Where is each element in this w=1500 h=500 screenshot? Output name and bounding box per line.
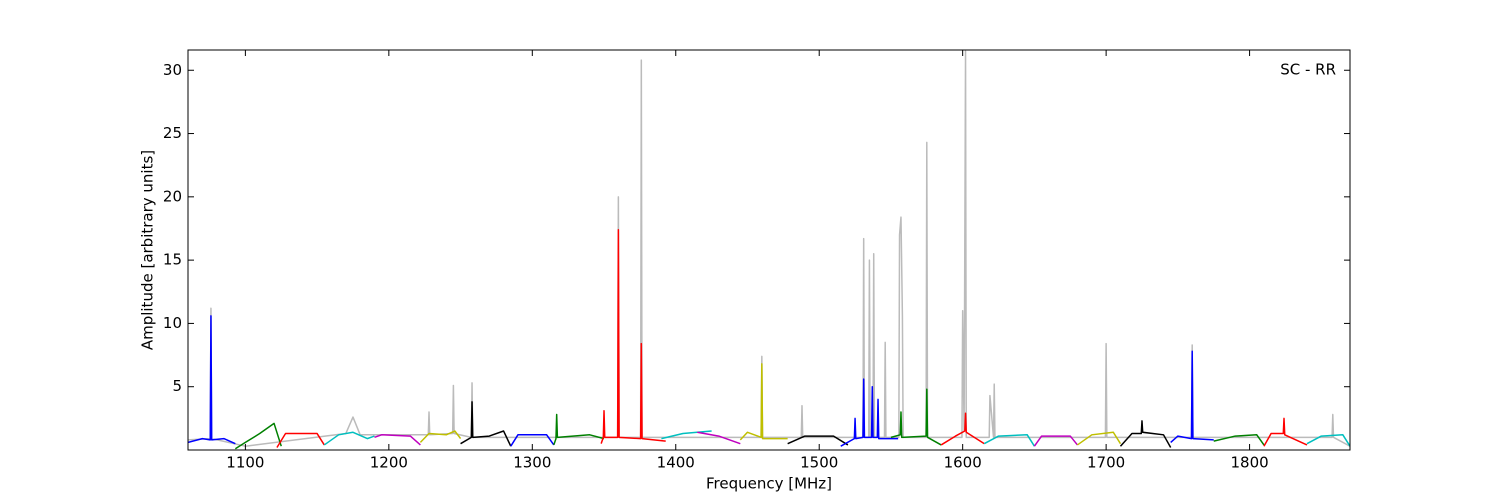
spectrum-line: [661, 430, 712, 440]
spectrum-line: [600, 229, 666, 444]
spectrum-line: [553, 413, 605, 446]
axes-frame: [187, 49, 1351, 451]
spectrum-line: [787, 435, 849, 446]
y-tick-label: 30: [163, 61, 182, 79]
y-tick-label: 20: [163, 187, 182, 205]
spectrum-line: [1170, 350, 1214, 443]
x-tick-label: 1100: [226, 454, 264, 472]
plot-area: [188, 50, 1350, 450]
spectrum-line: [460, 401, 512, 447]
x-tick-label: 1700: [1087, 454, 1125, 472]
spectrum-line: [739, 363, 788, 441]
spectrum-line: [983, 434, 1036, 447]
x-tick-label: 1300: [513, 454, 551, 472]
x-tick-label: 1200: [370, 454, 408, 472]
spectrum-line: [234, 422, 282, 450]
spectrum-line: [1213, 434, 1265, 446]
annotation: SC - RR: [1280, 61, 1336, 79]
x-tick-label: 1500: [800, 454, 838, 472]
spectrum-line: [840, 378, 899, 447]
spectrum-line: [940, 412, 985, 446]
y-tick-label: 15: [163, 251, 182, 269]
x-tick-label: 1600: [944, 454, 982, 472]
x-tick-label: 1400: [657, 454, 695, 472]
spectrum-line: [1033, 435, 1079, 447]
spectrum-line: [323, 431, 375, 446]
spectrum-line: [419, 430, 462, 443]
spectrum-line: [276, 432, 325, 448]
y-tick-label: 25: [163, 124, 182, 142]
y-tick-label: 10: [163, 314, 182, 332]
y-axis-label: Amplitude [arbitrary units]: [139, 150, 157, 350]
y-tick-label: 5: [172, 377, 182, 395]
spectrum-line: [1263, 417, 1308, 447]
spectrum-line: [510, 434, 555, 447]
spectrum-line: [1306, 434, 1350, 447]
spectrum-line: [1076, 431, 1122, 446]
x-tick-label: 1800: [1230, 454, 1268, 472]
spectrum-line: [1119, 420, 1172, 448]
x-axis-label: Frequency [MHz]: [706, 475, 832, 493]
spectrum-line: [188, 315, 236, 445]
spectrum-line: [374, 434, 421, 446]
spectrum-line: [697, 431, 741, 445]
spectrum-line: [890, 388, 942, 446]
